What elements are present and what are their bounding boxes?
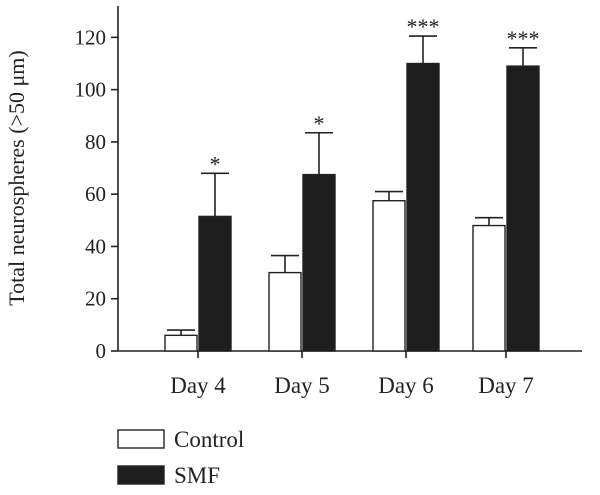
significance-marker: * <box>314 111 325 136</box>
legend-label-smf: SMF <box>174 463 220 488</box>
labels: 0 20 40 60 80 100 120 Day 4 * Day 5 * Day 6 *** Day 7… <box>75 14 540 398</box>
significance-marker: * <box>210 151 221 176</box>
bar-smf <box>506 65 540 352</box>
legend-swatch-smf <box>117 465 165 485</box>
y-tick-label: 40 <box>85 234 106 258</box>
y-tick-label: 100 <box>75 78 107 102</box>
legend: Control SMF <box>117 427 244 488</box>
legend-swatch-control <box>117 429 165 449</box>
bar-smf <box>302 173 336 352</box>
x-tick-label: Day 4 <box>170 373 226 398</box>
y-tick-label: 60 <box>85 182 106 206</box>
bar-smf <box>198 215 232 352</box>
x-tick-label: Day 6 <box>378 373 434 398</box>
y-tick-label: 20 <box>85 287 106 311</box>
legend-label-control: Control <box>174 427 244 452</box>
significance-marker: *** <box>507 26 540 51</box>
y-axis-label: Total neurospheres (>50 μm) <box>4 50 29 305</box>
bar-control <box>164 334 198 352</box>
x-tick-label: Day 7 <box>478 373 534 398</box>
bar-control <box>372 200 406 352</box>
y-tick-label: 120 <box>75 25 107 49</box>
y-tick-label: 0 <box>96 339 107 363</box>
x-tick-label: Day 5 <box>274 373 330 398</box>
y-tick-label: 80 <box>85 130 106 154</box>
bar-smf <box>406 62 440 352</box>
bars <box>164 35 540 352</box>
bar-control <box>472 224 506 352</box>
bar-control <box>268 271 302 352</box>
significance-marker: *** <box>407 14 440 39</box>
